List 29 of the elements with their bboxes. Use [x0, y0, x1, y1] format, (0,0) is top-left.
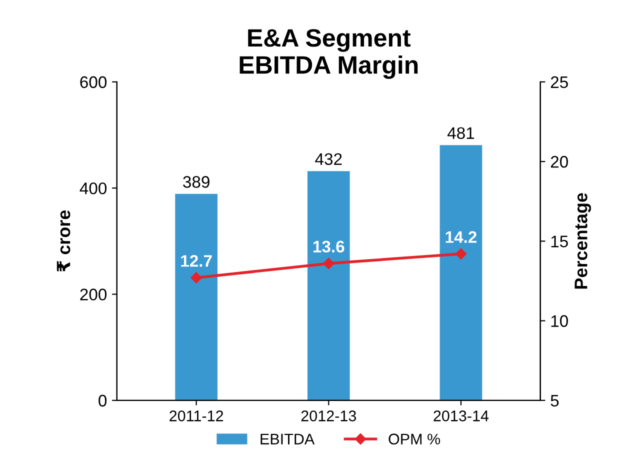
data-label: 481 [447, 127, 474, 139]
y2-tick-label: 10 [551, 315, 568, 327]
y-axis-title: ₹ crore [56, 210, 70, 272]
data-label: 432 [315, 153, 342, 166]
x-tick-label: 2011-12 [170, 410, 224, 422]
y-tick-label: 600 [80, 76, 107, 88]
data-label: 389 [183, 176, 210, 188]
legend-label: EBITDA [260, 434, 315, 444]
x-tick-label: 2013-14 [434, 410, 489, 422]
point [455, 248, 467, 260]
bar [307, 171, 350, 400]
x-tick-label: 2012-13 [301, 410, 356, 422]
y-tick-label: 200 [80, 288, 107, 300]
y2-tick-label: 5 [550, 394, 559, 407]
y2-tick-label: 25 [550, 76, 568, 88]
y2-tick-label: 20 [550, 156, 568, 168]
point [323, 258, 334, 270]
y-tick-label: 400 [80, 182, 107, 194]
y2-tick-label: 15 [551, 236, 568, 248]
legend-label: OPM % [388, 434, 440, 444]
y2-axis-title: Percentage [574, 193, 592, 289]
chart-title: E&A Segment EBITDA Margin [240, 29, 418, 79]
bar [440, 145, 482, 400]
data-label: 13.6 [313, 240, 344, 253]
bar [175, 194, 218, 400]
y-tick-label: 0 [98, 394, 107, 407]
data-label: 14.2 [446, 231, 477, 243]
data-label: 12.7 [181, 255, 212, 267]
point [190, 272, 202, 284]
